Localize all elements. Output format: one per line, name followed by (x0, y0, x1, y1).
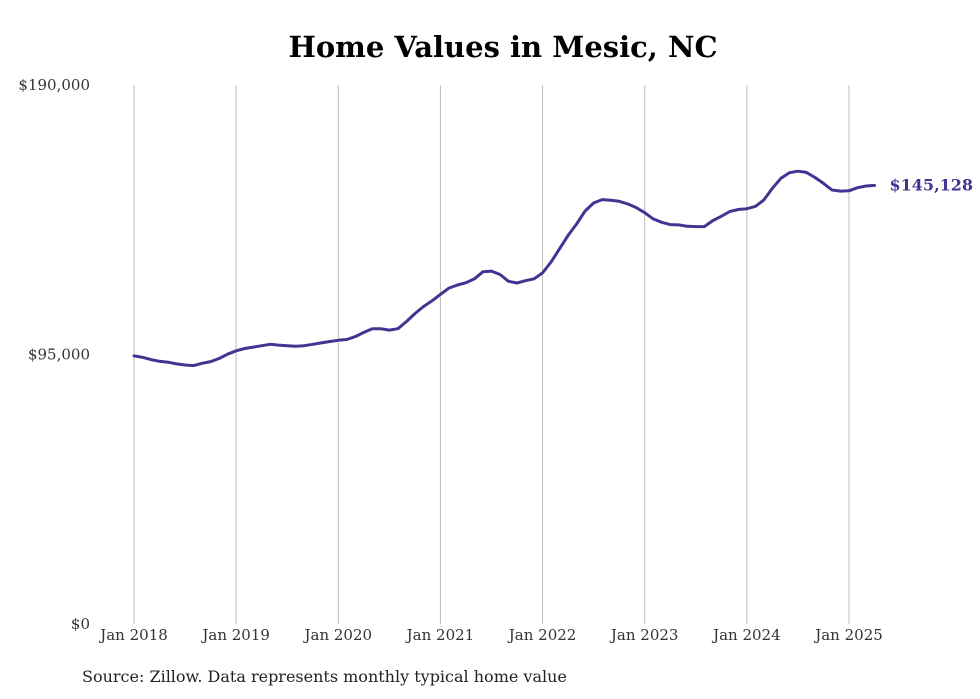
source-note: Source: Zillow. Data represents monthly … (82, 667, 567, 686)
y-tick-label: $190,000 (18, 76, 90, 94)
x-tick-label: Jan 2025 (813, 626, 883, 644)
x-tick-label: Jan 2023 (609, 626, 679, 644)
end-value-label: $145,128 (890, 175, 974, 194)
series-line (132, 169, 876, 368)
x-tick-label: Jan 2022 (507, 626, 577, 644)
x-tick-label: Jan 2024 (711, 626, 781, 644)
x-tick-label: Jan 2021 (405, 626, 475, 644)
x-tick-label: Jan 2020 (303, 626, 373, 644)
y-tick-label: $95,000 (28, 346, 90, 364)
x-tick-label: Jan 2019 (200, 626, 270, 644)
x-tick-label: Jan 2018 (98, 626, 168, 644)
chart-title: Home Values in Mesic, NC (288, 30, 718, 64)
y-tick-label: $0 (71, 615, 90, 633)
